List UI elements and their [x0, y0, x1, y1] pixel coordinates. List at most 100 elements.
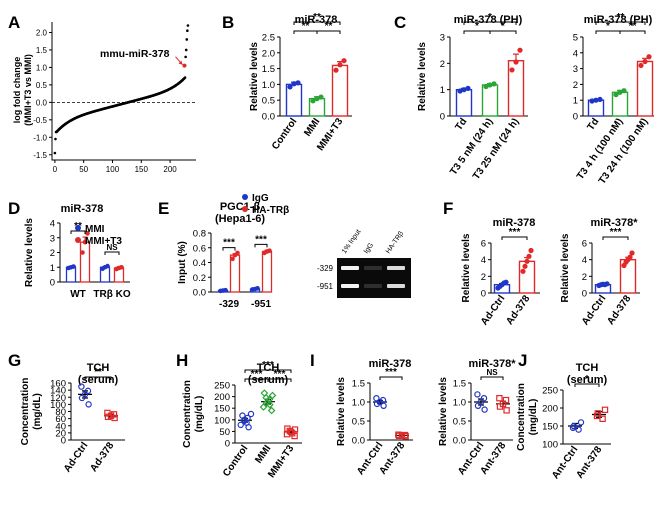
data-point	[80, 250, 85, 255]
data-point	[110, 411, 118, 418]
data-point	[379, 396, 387, 404]
data-point	[474, 391, 481, 398]
legend-label: IgG	[252, 193, 269, 204]
data-point	[613, 92, 619, 98]
x-tick-label: 100	[106, 165, 120, 174]
x-category-label: MMI	[253, 443, 273, 465]
y-tick-label: -1.5	[33, 151, 47, 160]
significance-marker: ***	[223, 238, 235, 249]
data-point	[528, 247, 534, 254]
y-axis-label: Relative levels	[461, 233, 472, 302]
data-point	[239, 412, 246, 419]
data-point	[337, 62, 343, 68]
legend-label: MMI	[85, 224, 105, 235]
y-axis-label: Concentration	[182, 380, 193, 448]
significance-marker: NS	[486, 368, 498, 377]
panel-b: 0.0 0.5 1.0 1.5 2.0 2.5 B Relative levels miR-37…	[222, 12, 352, 153]
x-category-label: Ant-378	[574, 444, 604, 481]
data-point	[457, 88, 463, 94]
data-point	[465, 85, 471, 91]
significance-marker: **	[94, 367, 102, 378]
data-point	[78, 383, 85, 390]
significance-bracket	[602, 236, 629, 240]
bar	[331, 64, 349, 117]
y-tick-label: 0.4	[193, 258, 206, 269]
y-tick-label: 100	[542, 440, 558, 451]
y-tick-label: 0.0	[262, 112, 275, 123]
data-point	[82, 239, 88, 245]
data-point	[520, 268, 526, 274]
data-point	[265, 395, 274, 404]
data-point	[503, 407, 510, 414]
data-point	[461, 87, 467, 93]
data-point	[474, 402, 482, 409]
data-point	[604, 281, 610, 287]
chart-title: TCH	[576, 362, 599, 374]
y-tick-label: 0.5	[352, 417, 365, 428]
data-point	[597, 96, 603, 103]
significance-marker: **	[629, 21, 637, 32]
data-point	[186, 29, 189, 33]
y-tick-label: 0.0	[352, 436, 365, 447]
y-tick-label: 0.6	[193, 243, 206, 254]
significance-marker: **	[617, 12, 625, 23]
legend-marker	[75, 237, 81, 243]
data-point	[395, 431, 402, 438]
axis-lines	[51, 22, 196, 161]
data-point	[477, 398, 485, 406]
data-point	[401, 431, 409, 439]
y-tick-label: 250	[214, 381, 230, 392]
x-category-label: Ad-378	[605, 293, 633, 327]
y-tick-label: 2	[481, 272, 486, 283]
y-tick-label: 0.5	[262, 96, 275, 107]
significance-marker: **	[325, 21, 333, 32]
panel-label: H	[176, 351, 188, 370]
data-point	[333, 67, 339, 73]
data-point	[318, 94, 324, 100]
significance-bracket	[84, 376, 112, 380]
y-tick-label: -1.0	[33, 133, 47, 142]
chart-title: PGC1-β	[220, 201, 261, 213]
x-category-label: MMI	[302, 116, 322, 138]
x-tick-label: 150	[135, 165, 149, 174]
gel-band	[387, 284, 405, 288]
x-category-label: Ad-378	[504, 293, 532, 327]
y-tick-label: 150	[214, 404, 230, 415]
y-tick-label: 0	[481, 289, 486, 300]
significance-marker: ***	[610, 227, 622, 238]
data-point	[185, 38, 189, 41]
y-axis-label: Concentration	[20, 378, 31, 446]
data-point	[260, 389, 269, 397]
gel-band	[387, 266, 405, 270]
mean-sem-bar	[474, 398, 488, 406]
gel-band	[341, 284, 359, 288]
y-tick-label: 40	[55, 421, 66, 432]
y-axis-label: Relative levels	[560, 233, 571, 302]
significance-marker: ***	[251, 369, 263, 380]
y-axis-label: Relative levels	[417, 42, 428, 111]
panel-label: J	[518, 351, 527, 370]
significance-marker: ***	[262, 360, 274, 371]
data-point	[104, 409, 111, 417]
y-tick-label: -0.5	[33, 116, 47, 125]
y-tick-label: 80	[55, 407, 66, 418]
y-tick-label: 120	[50, 393, 66, 404]
x-category-label: WT	[70, 289, 86, 300]
data-point	[341, 58, 347, 64]
data-point	[291, 81, 297, 87]
data-point	[503, 279, 509, 285]
chart-title: miR-378*	[468, 358, 516, 370]
panel-label: A	[8, 13, 20, 32]
data-point	[526, 253, 532, 259]
gel-band	[364, 284, 382, 288]
y-tick-label: 1	[573, 96, 578, 107]
data-point	[483, 83, 489, 90]
y-tick-label: 0	[573, 112, 578, 123]
significance-marker: ***	[255, 234, 267, 245]
data-point	[491, 81, 497, 87]
data-point	[502, 396, 510, 404]
data-point	[186, 24, 190, 27]
data-point	[642, 58, 648, 65]
y-tick-label: 0.2	[193, 273, 206, 284]
